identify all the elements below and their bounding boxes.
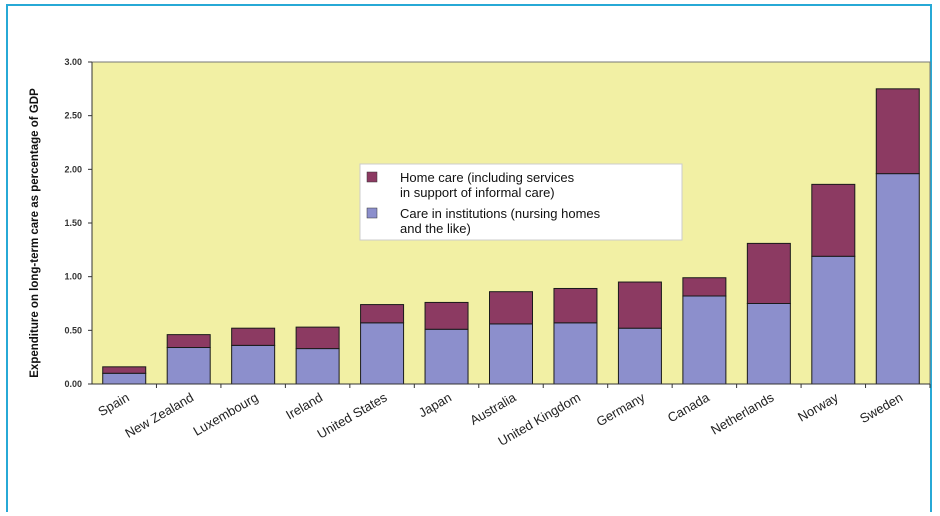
bar-institutions-luxembourg: [231, 344, 276, 385]
category-label: Norway: [795, 389, 841, 424]
bar-home-care-united-kingdom: [553, 287, 598, 324]
category-label: Netherlands: [708, 389, 777, 437]
category-label: Australia: [467, 389, 519, 428]
bar-institutions-norway: [811, 255, 856, 385]
bar-home-care-japan: [424, 301, 469, 330]
legend-label: and the like): [400, 221, 471, 236]
bar-home-care-new-zealand: [166, 334, 211, 349]
category-label: United States: [314, 389, 390, 441]
bar-institutions-ireland: [295, 348, 340, 385]
legend-swatch: [366, 207, 378, 219]
y-tick-label: 1.00: [64, 272, 82, 282]
y-tick-label: 2.00: [64, 164, 82, 174]
category-label: Spain: [95, 390, 131, 420]
legend-swatch: [366, 171, 378, 183]
y-axis-label: Expenditure on long-term care as percent…: [29, 88, 41, 378]
legend-label: in support of informal care): [400, 185, 555, 200]
category-label: Germany: [594, 389, 648, 429]
category-label: New Zealand: [122, 390, 196, 441]
bar-institutions-spain: [102, 372, 147, 385]
bar-institutions-canada: [682, 295, 727, 385]
bar-home-care-sweden: [875, 88, 920, 175]
legend-label: Home care (including services: [400, 170, 575, 185]
bar-home-care-germany: [617, 281, 662, 329]
y-tick-label: 2.50: [64, 111, 82, 121]
bar-institutions-united-states: [360, 322, 405, 385]
category-label: Canada: [665, 389, 713, 425]
bar-institutions-netherlands: [746, 303, 791, 385]
bar-home-care-australia: [489, 291, 533, 325]
y-tick-label: 1.50: [64, 218, 82, 228]
bar-institutions-germany: [617, 327, 662, 385]
category-label: Japan: [416, 390, 454, 421]
bar-institutions-united-kingdom: [553, 322, 598, 385]
bar-institutions-australia: [489, 323, 533, 385]
bar-home-care-united-states: [360, 304, 405, 324]
bar-institutions-sweden: [875, 173, 920, 385]
bar-home-care-luxembourg: [231, 327, 276, 346]
bars: [102, 88, 920, 385]
y-tick-label: 0.00: [64, 379, 82, 389]
legend-label: Care in institutions (nursing homes: [400, 206, 601, 221]
y-axis: 0.00 0.50 1.00 1.50 2.00 2.50 3.00: [64, 57, 93, 389]
bar-home-care-canada: [682, 277, 727, 297]
legend-box: [359, 163, 683, 241]
bar-institutions-japan: [424, 328, 469, 385]
bar-home-care-spain: [102, 366, 147, 374]
category-label: Sweden: [857, 390, 905, 426]
bar-home-care-norway: [811, 183, 856, 257]
category-label: Ireland: [283, 390, 325, 423]
bar-home-care-netherlands: [746, 242, 791, 304]
bar-home-care-ireland: [295, 326, 340, 350]
y-tick-label: 0.50: [64, 325, 82, 335]
y-tick-label: 3.00: [64, 57, 82, 67]
category-label: Luxembourg: [191, 390, 261, 439]
bar-institutions-new-zealand: [166, 347, 211, 385]
